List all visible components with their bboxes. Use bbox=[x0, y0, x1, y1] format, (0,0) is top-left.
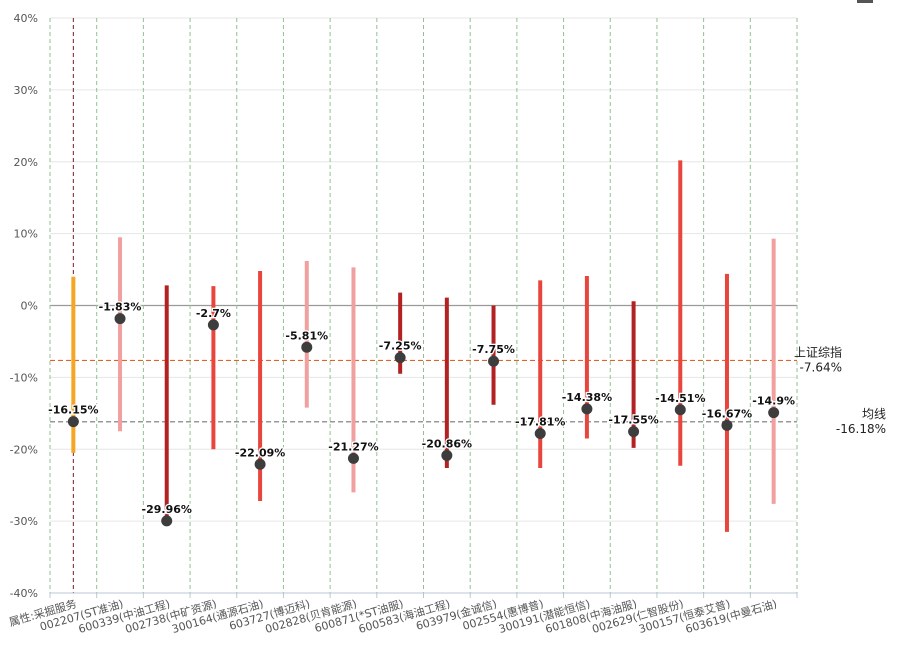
value-dot bbox=[534, 428, 546, 440]
value-label: -16.67% bbox=[702, 407, 752, 420]
value-labels: -16.15% -1.83% -29.96% -2.7% -22.09% -5.81% -2… bbox=[47, 299, 796, 517]
value-label: -14.9% bbox=[752, 395, 795, 408]
value-dot bbox=[67, 416, 79, 428]
value-dot bbox=[581, 403, 593, 415]
value-dot bbox=[254, 458, 266, 470]
value-label: -7.25% bbox=[379, 340, 422, 353]
y-tick-label: -20% bbox=[10, 443, 38, 456]
value-label: -14.38% bbox=[562, 391, 612, 404]
value-dot bbox=[721, 419, 733, 431]
y-tick-label: 10% bbox=[14, 228, 38, 241]
value-dot bbox=[768, 407, 780, 419]
value-label: -5.81% bbox=[285, 329, 328, 342]
value-label: -14.51% bbox=[655, 392, 705, 405]
y-axis: 40% 30% 20% 10% 0% -10% -20% -30% -40% bbox=[10, 12, 38, 600]
value-dot bbox=[347, 452, 359, 464]
value-label: -22.09% bbox=[235, 446, 285, 459]
reference-line-value: -7.64% bbox=[800, 360, 842, 374]
y-tick-label: -40% bbox=[10, 587, 38, 600]
y-tick-label: 20% bbox=[14, 156, 38, 169]
y-tick-label: 0% bbox=[21, 300, 38, 313]
reference-line-value: -16.18% bbox=[836, 422, 886, 436]
value-dot bbox=[394, 352, 406, 364]
y-tick-label: -30% bbox=[10, 515, 38, 528]
x-axis: 属性:采掘服务002207(ST准油)600339(中油工程)002738(中矿… bbox=[7, 592, 798, 636]
y-tick-label: 30% bbox=[14, 84, 38, 97]
value-label: -17.81% bbox=[515, 416, 565, 429]
value-label: -1.83% bbox=[99, 301, 142, 314]
reference-line-name: 上证综指 bbox=[794, 344, 842, 359]
value-label: -21.27% bbox=[328, 440, 378, 453]
value-dot bbox=[674, 404, 686, 416]
value-dot bbox=[628, 426, 640, 438]
y-tick-label: -10% bbox=[10, 371, 38, 384]
value-dot bbox=[301, 341, 313, 353]
value-label: -29.96% bbox=[142, 503, 192, 516]
value-label: -20.86% bbox=[422, 437, 472, 450]
value-dot bbox=[114, 313, 126, 325]
corner-marker bbox=[857, 0, 873, 3]
reference-line-name: 均线 bbox=[862, 407, 886, 421]
y-tick-label: 40% bbox=[14, 12, 38, 25]
value-dot bbox=[161, 515, 173, 527]
value-dots bbox=[67, 313, 780, 527]
reference-lines: 上证综指-7.64% 均线-16.18% bbox=[50, 344, 886, 436]
vertical-gridlines bbox=[49, 18, 798, 593]
value-label: -2.7% bbox=[196, 307, 231, 320]
value-label: -17.55% bbox=[608, 414, 658, 427]
value-label: -7.75% bbox=[472, 343, 515, 356]
value-dot bbox=[207, 319, 219, 331]
value-dot bbox=[488, 355, 500, 367]
value-dot bbox=[441, 449, 453, 461]
value-label: -16.15% bbox=[48, 404, 98, 417]
